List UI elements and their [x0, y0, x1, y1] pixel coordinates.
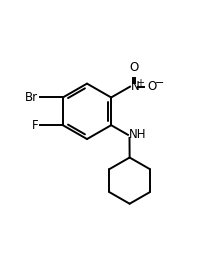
Text: N: N [131, 80, 139, 93]
Text: NH: NH [129, 128, 146, 141]
Text: −: − [155, 78, 164, 88]
Text: Br: Br [25, 91, 38, 104]
Text: O: O [148, 80, 157, 93]
Text: O: O [129, 61, 138, 74]
Text: +: + [136, 78, 144, 88]
Text: F: F [31, 119, 38, 132]
